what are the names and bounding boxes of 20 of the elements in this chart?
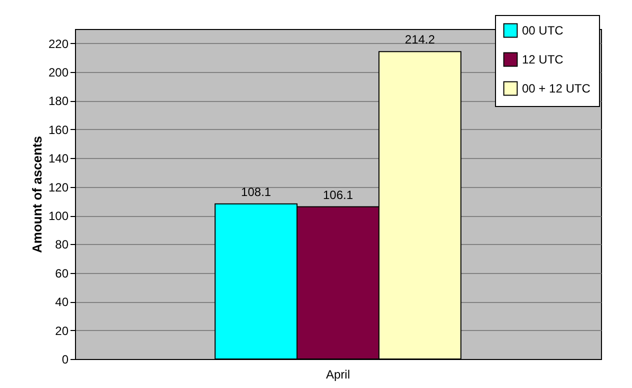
y-tick-label: 160 bbox=[48, 122, 69, 137]
y-tick-label: 140 bbox=[48, 152, 69, 166]
x-tick-label: April bbox=[326, 368, 350, 382]
y-tick-label: 20 bbox=[55, 324, 69, 338]
y-tick-label: 100 bbox=[48, 209, 69, 224]
data-label: 108.1 bbox=[241, 184, 272, 199]
y-tick-label: 120 bbox=[48, 180, 69, 194]
legend-label: 12 UTC bbox=[522, 52, 564, 66]
y-tick-label: 180 bbox=[48, 94, 69, 108]
y-tick-label: 80 bbox=[55, 238, 69, 252]
y-tick-label: 0 bbox=[62, 352, 69, 366]
y-tick-label: 60 bbox=[55, 266, 69, 280]
y-tick-label: 200 bbox=[48, 66, 69, 80]
data-label: 106.1 bbox=[322, 188, 354, 202]
legend-label: 00 + 12 UTC bbox=[522, 82, 591, 96]
y-tick-label: 40 bbox=[55, 295, 69, 310]
y-tick-label: 220 bbox=[48, 36, 69, 51]
data-label: 214.2 bbox=[404, 32, 436, 47]
y-axis-title: Amount of ascents bbox=[29, 136, 44, 254]
legend-label: 00 UTC bbox=[522, 24, 564, 38]
